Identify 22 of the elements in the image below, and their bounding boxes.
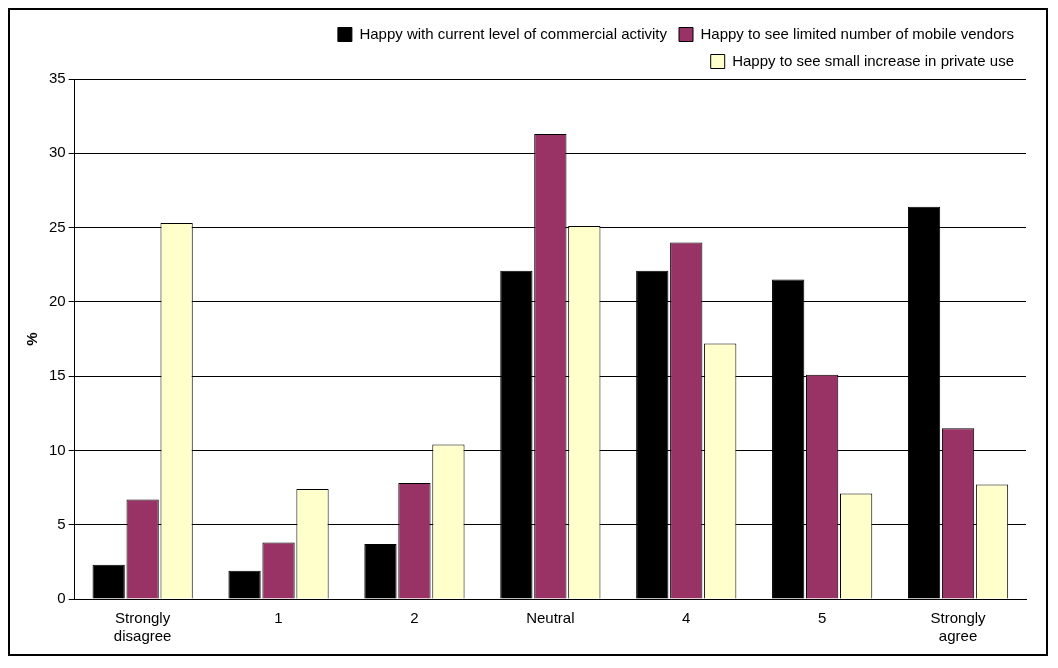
y-tick-label: 25 [49, 217, 66, 235]
legend-label: Happy to see small increase in private use [732, 51, 1015, 69]
x-tick-label: 4 [682, 609, 691, 627]
bar [364, 544, 397, 599]
y-tick-label: 35 [49, 69, 66, 87]
y-tick-label: 0 [57, 589, 66, 607]
y-axis-title: % [23, 332, 41, 346]
bar [92, 564, 125, 599]
x-tick-label: Strongly agree [930, 609, 987, 645]
y-tick-label: 15 [49, 366, 66, 384]
bar [228, 570, 261, 599]
x-tick-label: 5 [817, 609, 827, 627]
y-tick-label: 30 [49, 143, 66, 161]
x-tick-label: Strongly disagree [113, 609, 172, 645]
x-tick-label: Neutral [526, 609, 575, 627]
legend-label: Happy to see limited number of mobile vendors [700, 24, 1015, 42]
y-tick-label: 10 [49, 440, 66, 458]
x-tick-label: 2 [410, 609, 419, 627]
y-tick-label: 5 [57, 514, 66, 532]
x-tick-label: 1 [274, 609, 283, 627]
y-tick-label: 20 [49, 292, 66, 309]
legend-label: Happy with current level of commercial activity [359, 24, 668, 42]
